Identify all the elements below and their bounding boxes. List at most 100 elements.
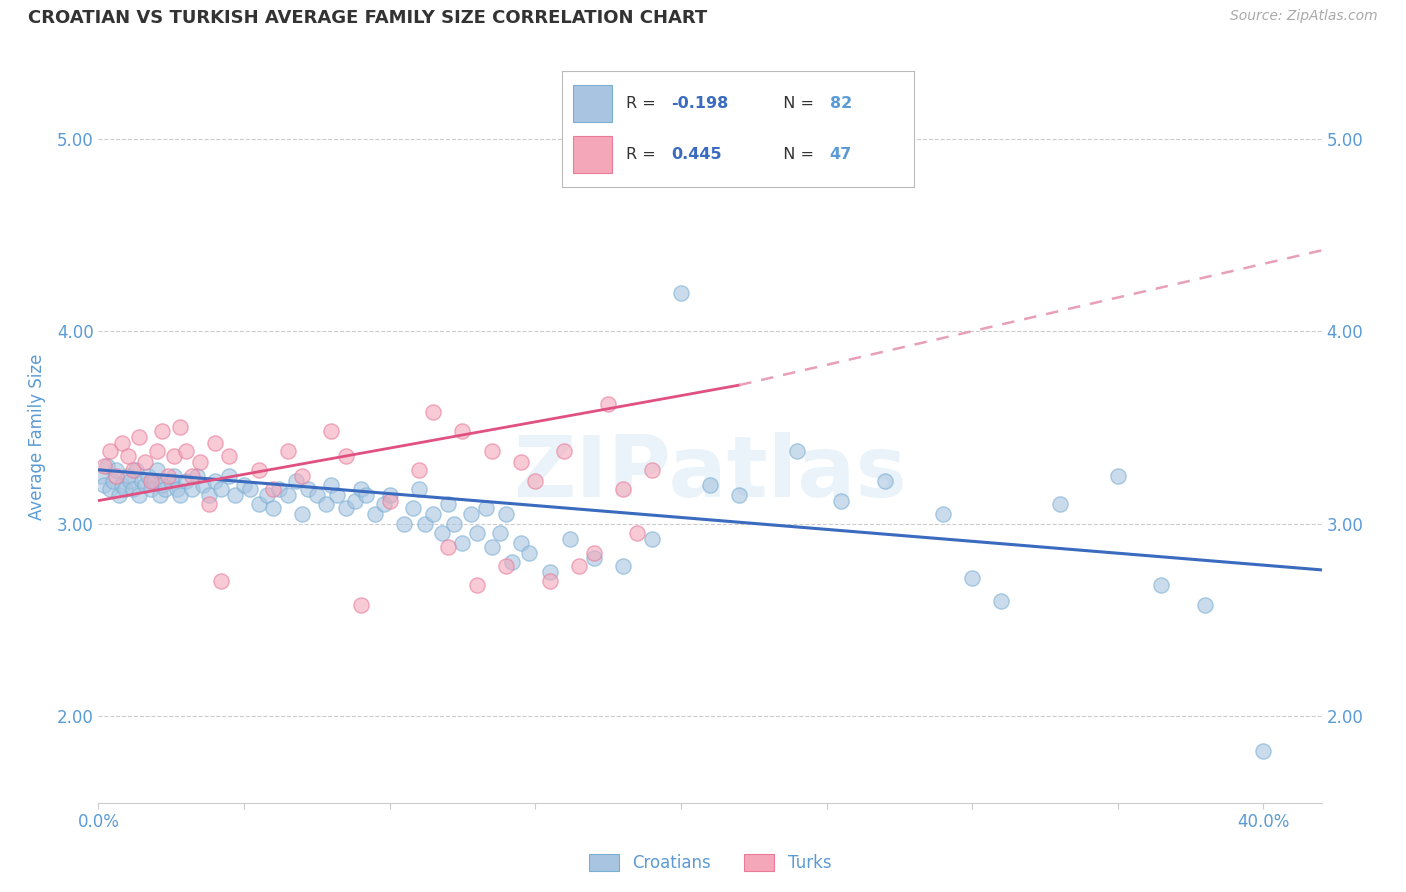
Point (122, 463, 145, 477)
Point (262, 501, 284, 516)
Point (209, 574, 232, 589)
Point (134, 478, 156, 492)
Point (430, 526, 453, 541)
Point (297, 482, 319, 496)
Point (582, 551, 605, 566)
Point (224, 488, 246, 502)
Point (460, 507, 482, 521)
Point (1253, 744, 1275, 758)
Text: 82: 82 (830, 96, 852, 112)
Point (145, 463, 167, 477)
Point (218, 450, 240, 464)
Point (326, 488, 349, 502)
Point (321, 425, 343, 439)
Point (538, 574, 561, 589)
Point (560, 532, 582, 546)
Point (188, 455, 212, 469)
Point (364, 507, 387, 521)
Point (256, 488, 278, 502)
Point (114, 482, 136, 496)
Point (160, 475, 183, 489)
FancyBboxPatch shape (574, 136, 612, 173)
Point (209, 482, 232, 496)
Text: Source: ZipAtlas.com: Source: ZipAtlas.com (1230, 9, 1378, 23)
Point (356, 488, 378, 502)
Point (699, 478, 721, 492)
Point (117, 450, 139, 464)
Point (163, 468, 186, 483)
Point (198, 488, 221, 502)
Point (437, 540, 460, 554)
Point (990, 593, 1012, 607)
Point (104, 463, 127, 477)
Point (378, 488, 401, 502)
Point (451, 425, 474, 439)
Point (408, 463, 430, 477)
Point (155, 482, 177, 496)
Point (305, 488, 328, 502)
Point (204, 475, 226, 489)
Y-axis label: Average Family Size: Average Family Size (28, 354, 45, 520)
Point (519, 545, 541, 559)
Point (93, 478, 115, 492)
Point (465, 578, 488, 592)
Text: R =: R = (626, 96, 661, 112)
Point (335, 501, 357, 516)
Point (538, 565, 561, 579)
Point (157, 468, 180, 483)
Point (568, 559, 591, 574)
Point (343, 493, 366, 508)
Point (239, 482, 262, 496)
Point (626, 526, 648, 541)
Point (501, 555, 523, 569)
Point (131, 475, 153, 489)
Point (96, 458, 118, 473)
Point (373, 498, 395, 512)
Point (174, 475, 197, 489)
Point (378, 493, 401, 508)
Point (122, 482, 145, 496)
Point (413, 516, 436, 531)
Point (169, 420, 191, 434)
Point (134, 455, 156, 469)
Point (193, 478, 215, 492)
Point (315, 498, 337, 512)
Point (204, 435, 226, 450)
Point (1194, 598, 1216, 612)
Point (98, 482, 121, 496)
Point (481, 540, 503, 554)
Point (349, 598, 371, 612)
Point (641, 532, 664, 546)
Point (495, 507, 517, 521)
Point (291, 468, 314, 483)
Point (495, 559, 517, 574)
Point (180, 468, 202, 483)
Point (128, 430, 150, 444)
FancyBboxPatch shape (574, 86, 612, 122)
Point (524, 475, 547, 489)
Point (101, 475, 124, 489)
Point (93, 458, 115, 473)
Point (1107, 468, 1129, 483)
Point (139, 475, 162, 489)
Text: 0.445: 0.445 (672, 147, 723, 162)
Point (669, 285, 692, 300)
Point (402, 501, 425, 516)
Point (465, 526, 488, 541)
Point (277, 443, 299, 458)
Point (90, 468, 112, 483)
Text: N =: N = (773, 96, 820, 112)
Point (149, 488, 172, 502)
Point (142, 475, 165, 489)
Point (451, 536, 474, 550)
Point (262, 482, 284, 496)
Point (873, 475, 896, 489)
Point (408, 482, 430, 496)
Point (125, 463, 148, 477)
Point (233, 478, 256, 492)
Point (152, 425, 174, 439)
Text: R =: R = (626, 147, 661, 162)
Point (98, 443, 121, 458)
Point (1150, 578, 1173, 592)
Point (437, 498, 460, 512)
